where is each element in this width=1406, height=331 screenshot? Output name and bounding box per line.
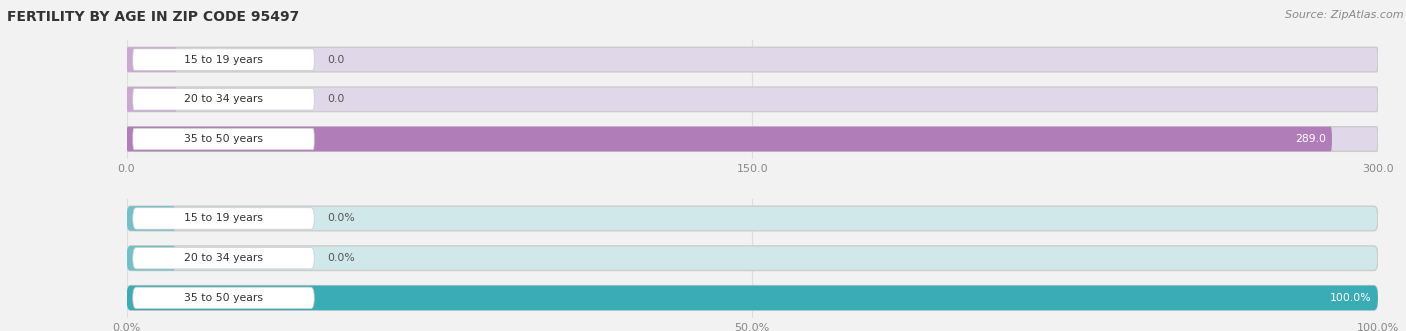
FancyBboxPatch shape: [132, 287, 315, 308]
FancyBboxPatch shape: [127, 286, 1378, 310]
Text: 289.0: 289.0: [1295, 134, 1326, 144]
Text: 0.0%: 0.0%: [326, 213, 354, 223]
Text: 15 to 19 years: 15 to 19 years: [184, 213, 263, 223]
FancyBboxPatch shape: [127, 127, 1331, 151]
FancyBboxPatch shape: [127, 246, 1378, 270]
FancyBboxPatch shape: [127, 246, 177, 270]
Text: FERTILITY BY AGE IN ZIP CODE 95497: FERTILITY BY AGE IN ZIP CODE 95497: [7, 10, 299, 24]
Text: 20 to 34 years: 20 to 34 years: [184, 253, 263, 263]
Text: 35 to 50 years: 35 to 50 years: [184, 134, 263, 144]
Text: 0.0%: 0.0%: [326, 253, 354, 263]
FancyBboxPatch shape: [127, 47, 177, 72]
FancyBboxPatch shape: [127, 127, 1378, 151]
Text: 15 to 19 years: 15 to 19 years: [184, 55, 263, 65]
Text: 0.0: 0.0: [326, 94, 344, 104]
FancyBboxPatch shape: [132, 248, 315, 269]
Text: 0.0: 0.0: [326, 55, 344, 65]
FancyBboxPatch shape: [132, 49, 315, 70]
FancyBboxPatch shape: [132, 89, 315, 110]
FancyBboxPatch shape: [132, 128, 315, 150]
FancyBboxPatch shape: [127, 87, 177, 112]
Text: 20 to 34 years: 20 to 34 years: [184, 94, 263, 104]
Text: 100.0%: 100.0%: [1330, 293, 1372, 303]
FancyBboxPatch shape: [127, 206, 177, 231]
FancyBboxPatch shape: [127, 87, 1378, 112]
FancyBboxPatch shape: [127, 47, 1378, 72]
FancyBboxPatch shape: [132, 208, 315, 229]
FancyBboxPatch shape: [127, 206, 1378, 231]
Text: Source: ZipAtlas.com: Source: ZipAtlas.com: [1285, 10, 1403, 20]
FancyBboxPatch shape: [127, 286, 1378, 310]
Text: 35 to 50 years: 35 to 50 years: [184, 293, 263, 303]
